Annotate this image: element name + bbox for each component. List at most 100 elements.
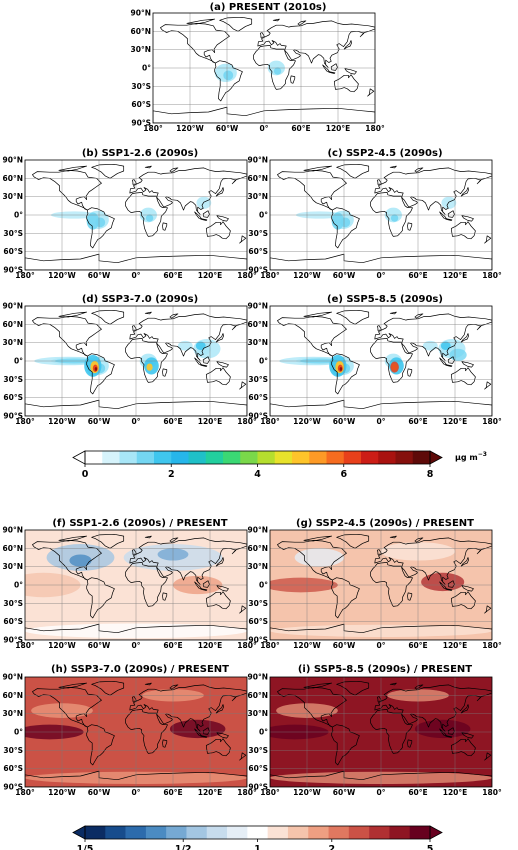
cb-ratio-swatch-16	[409, 826, 431, 839]
lat-tick-c-6: 90°S	[248, 266, 268, 275]
cb-abs-swatch-15	[343, 451, 362, 464]
cb-abs-swatch-17	[378, 451, 396, 464]
lat-tick-e-2: 30°N	[248, 338, 268, 347]
lon-tick-g-5: 120°E	[443, 641, 468, 650]
cb-ratio-swatch-10	[287, 826, 309, 839]
lon-tick-g-2: 60°W	[333, 641, 356, 650]
panel-b-title: (b) SSP1-2.6 (2090s)	[82, 148, 198, 159]
lat-tick-h-5: 60°S	[3, 764, 23, 773]
lat-tick-f-2: 30°N	[3, 562, 23, 571]
cb-ratio-tick-1: 1/2	[175, 844, 192, 850]
cb-ratio-swatch-2	[125, 826, 147, 839]
lat-tick-c-5: 60°S	[248, 247, 268, 256]
lon-tick-c-2: 60°W	[333, 271, 356, 280]
cb-abs-swatch-14	[326, 451, 345, 464]
lon-tick-a-6: 180°	[365, 124, 385, 133]
cb-abs-swatch-16	[361, 451, 379, 464]
lat-tick-g-2: 30°N	[248, 562, 268, 571]
lon-tick-e-2: 60°W	[333, 417, 356, 426]
cb-ratio-swatch-12	[328, 826, 350, 839]
cb-abs-swatch-7	[205, 451, 224, 464]
lon-tick-h-1: 120°W	[48, 788, 76, 797]
lon-tick-i-1: 120°W	[293, 788, 321, 797]
cb-ratio-swatch-8	[247, 826, 268, 839]
lon-tick-b-4: 60°E	[163, 271, 182, 280]
lat-tick-a-1: 60°N	[131, 27, 151, 36]
cb-abs-tick-3: 6	[340, 469, 347, 480]
panel-g-title: (g) SSP2-4.5 (2090s) / PRESENT	[296, 518, 474, 529]
lon-tick-a-5: 120°E	[326, 124, 351, 133]
lon-tick-g-3: 0°	[377, 641, 386, 650]
lat-tick-c-1: 60°N	[248, 174, 268, 183]
cb-ratio-tick-4: 5	[427, 844, 434, 850]
lon-tick-h-0: 180°	[15, 788, 35, 797]
lat-tick-b-4: 30°S	[3, 229, 23, 238]
cb-ratio-swatch-6	[206, 826, 228, 839]
panel-a-title: (a) PRESENT (2010s)	[210, 2, 327, 13]
colorbar-ratio: 1/5 1/2 1 2 5	[72, 825, 443, 850]
lat-tick-e-5: 60°S	[248, 393, 268, 402]
lat-tick-c-0: 90°N	[248, 156, 268, 165]
lon-tick-h-4: 60°E	[163, 788, 182, 797]
lat-tick-g-6: 90°S	[248, 636, 268, 645]
lat-tick-d-2: 30°N	[3, 338, 23, 347]
cb-ratio-swatch-9	[267, 826, 289, 839]
lat-tick-d-6: 90°S	[3, 412, 23, 421]
lon-tick-g-1: 120°W	[293, 641, 321, 650]
cb-abs-tick-2: 4	[254, 469, 261, 480]
cb-ratio-swatch-7	[227, 826, 248, 839]
lon-tick-f-1: 120°W	[48, 641, 76, 650]
lat-tick-e-1: 60°N	[248, 320, 268, 329]
lat-tick-f-1: 60°N	[3, 544, 23, 553]
cb-abs-swatch-5	[171, 451, 189, 464]
lon-tick-e-0: 180°	[260, 417, 280, 426]
cb-ratio-swatch-0	[85, 826, 106, 839]
panel-f-title: (f) SSP1-2.6 (2090s) / PRESENT	[52, 518, 227, 529]
cb-abs-swatch-18	[395, 451, 414, 464]
cb-ratio-swatch-11	[308, 826, 329, 839]
panel-e-title: (e) SSP5-8.5 (2090s)	[327, 294, 443, 305]
lon-tick-d-1: 120°W	[48, 417, 76, 426]
panel-d-title: (d) SSP3-7.0 (2090s)	[82, 294, 198, 305]
lon-tick-g-0: 180°	[260, 641, 280, 650]
lat-tick-h-4: 30°S	[3, 746, 23, 755]
lat-tick-i-0: 90°N	[248, 673, 268, 682]
lat-tick-h-0: 90°N	[3, 673, 23, 682]
lon-tick-h-3: 0°	[132, 788, 141, 797]
lat-tick-b-5: 60°S	[3, 247, 23, 256]
cb-ratio-swatch-15	[389, 826, 411, 839]
lat-tick-e-3: 0°	[259, 357, 268, 366]
lat-tick-e-6: 90°S	[248, 412, 268, 421]
panel-e: (e) SSP5-8.5 (2090s) 90°N 60°N 30°N 0° 30°S 6…	[248, 294, 502, 426]
lat-tick-a-0: 90°N	[131, 9, 151, 18]
cb-ratio-tick-2: 1	[254, 844, 261, 850]
panel-c-title: (c) SSP2-4.5 (2090s)	[327, 148, 442, 159]
panel-h: (h) SSP3-7.0 (2090s) / PRESENT 90°N 60°N 3…	[3, 664, 257, 797]
lon-tick-h-6: 180°	[237, 788, 257, 797]
cb-ratio-swatch-4	[166, 826, 187, 839]
lon-tick-g-4: 60°E	[408, 641, 427, 650]
cb-abs-swatch-11	[274, 451, 293, 464]
lon-tick-e-5: 120°E	[443, 417, 468, 426]
lat-tick-i-3: 0°	[259, 728, 268, 737]
cb-abs-tick-0: 0	[82, 469, 89, 480]
lat-tick-e-0: 90°N	[248, 302, 268, 311]
lat-tick-c-4: 30°S	[248, 229, 268, 238]
lon-tick-f-2: 60°W	[88, 641, 111, 650]
lat-tick-b-3: 0°	[14, 211, 23, 220]
lon-tick-b-5: 120°E	[198, 271, 223, 280]
lat-tick-e-4: 30°S	[248, 375, 268, 384]
lon-tick-i-0: 180°	[260, 788, 280, 797]
lon-tick-h-2: 60°W	[88, 788, 111, 797]
lon-tick-c-0: 180°	[260, 271, 280, 280]
lon-tick-d-3: 0°	[132, 417, 141, 426]
lat-tick-i-5: 60°S	[248, 764, 268, 773]
panel-b: (b) SSP1-2.6 (2090s) 90°N 60°N 30°N 0° 30°S 6…	[3, 148, 257, 280]
lon-tick-d-6: 180°	[237, 417, 257, 426]
lat-tick-g-4: 30°S	[248, 599, 268, 608]
lon-tick-c-3: 0°	[377, 271, 386, 280]
